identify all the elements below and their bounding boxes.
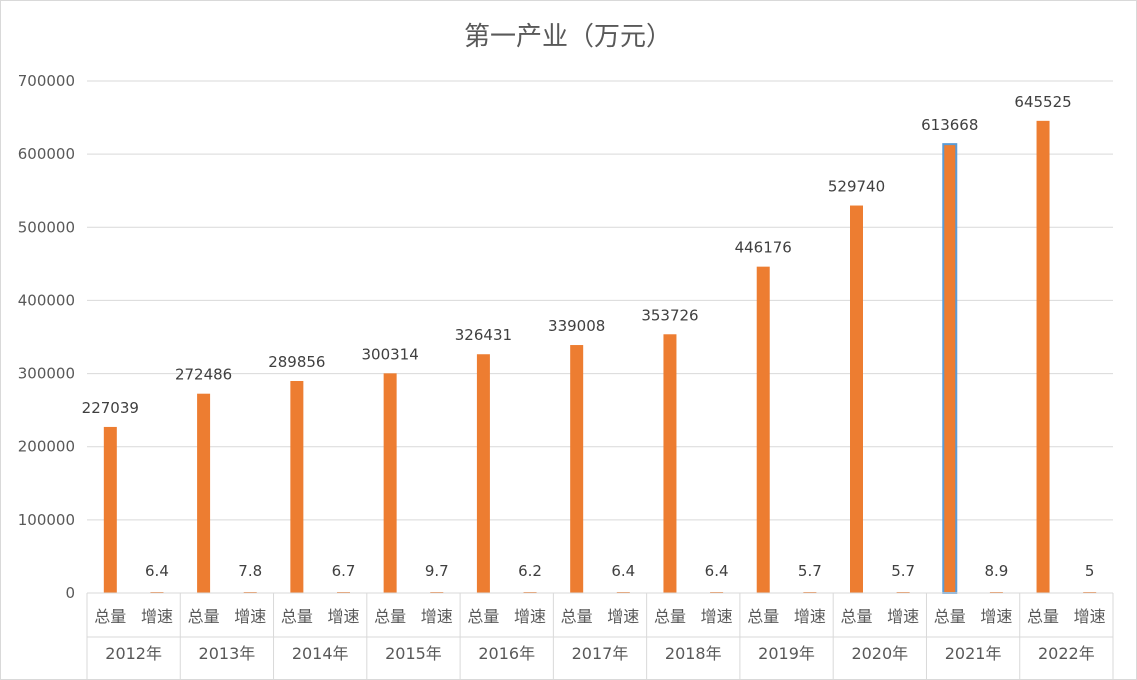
- data-label-total: 227039: [82, 399, 139, 417]
- data-label-growth: 5.7: [891, 562, 915, 580]
- data-label-growth: 5.7: [798, 562, 822, 580]
- data-label-growth: 6.2: [518, 562, 542, 580]
- data-labels: 227039 6.4 272486 7.8 289856 6.7 300314 9.7 3264…: [82, 93, 1095, 580]
- bar-total: [476, 354, 490, 593]
- x-subcategory-label: 总量: [1027, 607, 1059, 626]
- x-subcategory-label: 总量: [94, 607, 126, 626]
- y-tick-label: 300000: [18, 365, 75, 383]
- x-group-label: 2019年: [758, 644, 815, 663]
- data-label-total: 272486: [175, 366, 232, 384]
- bar-total: [197, 393, 211, 593]
- x-group-label: 2015年: [385, 644, 442, 663]
- x-subcategory-label: 增速: [607, 607, 639, 626]
- x-subcategory-label: 总量: [561, 607, 593, 626]
- bar-total: [570, 345, 584, 593]
- x-subcategory-label: 增速: [421, 607, 453, 626]
- x-subcategory-label: 总量: [281, 607, 313, 626]
- bar-total: [756, 266, 770, 593]
- x-subcategory-label: 总量: [188, 607, 220, 626]
- data-label-growth: 9.7: [425, 562, 449, 580]
- x-subcategory-label: 增速: [794, 607, 826, 626]
- data-label-growth: 6.4: [145, 562, 169, 580]
- bar-total: [1036, 120, 1050, 593]
- data-label-total: 613668: [921, 116, 978, 134]
- data-label-growth: 7.8: [238, 562, 262, 580]
- data-label-total: 300314: [362, 345, 419, 363]
- x-group-label: 2022年: [1038, 644, 1095, 663]
- y-tick-label: 400000: [18, 291, 75, 309]
- bar-total: [942, 143, 958, 594]
- data-label-total: 289856: [268, 353, 325, 371]
- x-subcategory-label: 增速: [980, 607, 1012, 626]
- data-label-total: 326431: [455, 326, 512, 344]
- y-tick-label: 0: [65, 584, 75, 602]
- data-label-growth: 6.4: [705, 562, 729, 580]
- x-group-label: 2020年: [851, 644, 908, 663]
- x-subcategory-label: 总量: [654, 607, 686, 626]
- x-subcategory-label: 增速: [1074, 607, 1106, 626]
- y-tick-label: 500000: [18, 218, 75, 236]
- data-label-total: 353726: [641, 306, 698, 324]
- x-subcategory-label: 增速: [514, 607, 546, 626]
- data-label-growth: 6.4: [611, 562, 635, 580]
- bar-total: [850, 205, 863, 594]
- x-group-label: 2014年: [292, 644, 349, 663]
- y-tick-label: 600000: [18, 145, 75, 163]
- x-subcategory-label: 总量: [934, 607, 966, 626]
- gridlines: [87, 80, 1113, 521]
- y-tick-label: 700000: [18, 72, 75, 90]
- x-subcategory-label: 总量: [747, 607, 779, 626]
- x-group-label: 2017年: [572, 644, 629, 663]
- y-tick-label: 100000: [18, 511, 75, 529]
- x-subcategory-label: 总量: [467, 607, 499, 626]
- x-group-label: 2021年: [945, 644, 1002, 663]
- x-group-label: 2016年: [478, 644, 535, 663]
- x-group-label: 2012年: [105, 644, 162, 663]
- bar-total: [103, 426, 117, 593]
- bars: [103, 120, 1097, 594]
- x-subcategory-label: 增速: [327, 607, 359, 626]
- data-label-total: 529740: [828, 178, 885, 196]
- bar-total: [290, 380, 304, 593]
- x-subcategory-label: 总量: [374, 607, 406, 626]
- x-subcategory-label: 增速: [701, 607, 733, 626]
- data-label-growth: 6.7: [332, 562, 356, 580]
- data-label-total: 446176: [735, 239, 792, 257]
- x-group-label: 2013年: [199, 644, 256, 663]
- x-subcategory-label: 总量: [840, 607, 872, 626]
- data-label-growth: 5: [1085, 562, 1095, 580]
- bar-total: [663, 334, 677, 593]
- x-subcategory-label: 增速: [234, 607, 266, 626]
- data-label-growth: 8.9: [984, 562, 1008, 580]
- x-subcategory-label: 增速: [887, 607, 919, 626]
- data-label-total: 645525: [1014, 93, 1071, 111]
- chart-title: 第一产业（万元）: [464, 22, 672, 52]
- y-axis-ticks: 0 100000 200000 300000 400000 500000 600000 700…: [18, 72, 75, 602]
- data-label-total: 339008: [548, 317, 605, 335]
- x-subcategory-label: 增速: [141, 607, 173, 626]
- bar-total: [383, 373, 397, 593]
- y-tick-label: 200000: [18, 438, 75, 456]
- x-group-label: 2018年: [665, 644, 722, 663]
